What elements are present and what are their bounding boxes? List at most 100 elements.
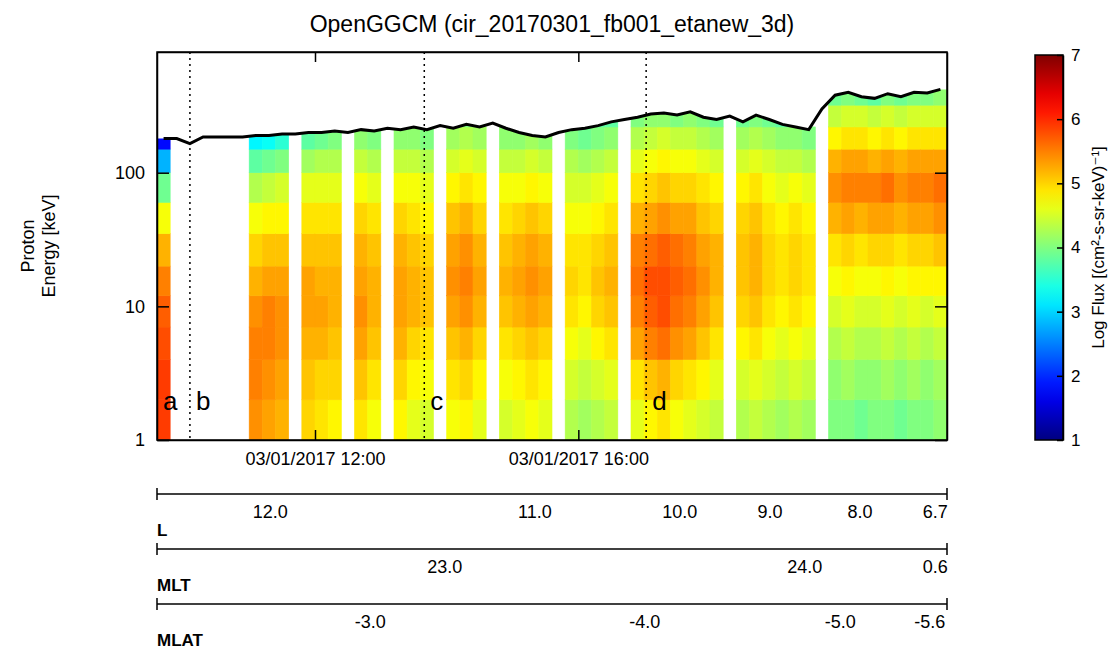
aux-axis-label: 24.0 [787,557,822,577]
cell [249,327,262,359]
cell [868,296,881,327]
cell [881,173,894,203]
cell [881,360,894,400]
cell [407,400,420,440]
cell [460,400,473,440]
cell [855,202,868,233]
aux-axis-end [156,543,158,555]
cell [355,149,368,173]
cell [578,149,591,173]
colorbar-tick: 4 [1057,238,1080,257]
cell [763,149,776,173]
colorbar-tick: 7 [1057,46,1080,65]
cell [736,296,749,327]
cell [513,296,526,327]
colorbar-tick: 1 [1057,431,1080,450]
cell [789,296,802,327]
cell [605,149,618,173]
cell [249,296,262,327]
cell [394,149,407,173]
cell [460,327,473,359]
cell [921,149,934,173]
cell [526,327,539,359]
cell [842,266,855,296]
cell [513,266,526,296]
cell [315,173,328,203]
cell [684,400,697,440]
cell [605,400,618,440]
cell [578,400,591,440]
aux-axis-label: 0.6 [923,557,948,577]
cell [736,360,749,400]
cell [684,234,697,266]
cell [578,296,591,327]
cell [750,400,763,440]
y-tick-label: 10 [125,297,145,317]
cell [276,127,289,149]
cell [789,327,802,359]
cell [776,202,789,233]
cell [776,266,789,296]
cell [526,127,539,149]
cell [368,360,381,400]
cell [355,400,368,440]
cell [539,173,552,203]
aux-axis-label: 12.0 [253,502,288,522]
cell [921,202,934,233]
cell [328,173,341,203]
cell [697,149,710,173]
aux-axis-line [157,548,947,550]
cell [605,234,618,266]
marker-line [424,52,426,440]
cell [473,266,486,296]
cell [249,173,262,203]
cell [592,202,605,233]
cell [315,400,328,440]
cell [750,149,763,173]
cell [657,234,670,266]
cell [750,234,763,266]
cell [671,327,684,359]
cell [868,149,881,173]
cell [855,127,868,149]
cell [420,296,433,327]
cell [157,234,170,266]
colorbar-tick: 5 [1057,174,1080,193]
cell [657,149,670,173]
colorbar-tick-mark [1057,247,1063,249]
cell [592,400,605,440]
cell [671,360,684,400]
cell [328,149,341,173]
x-axis-top [158,52,948,62]
cell [789,127,802,149]
x-axis-top-line [158,52,948,54]
cell [513,202,526,233]
cell [262,127,275,149]
colorbar-tick-mark [1057,311,1063,313]
cell [302,127,315,149]
cell [763,327,776,359]
x-tick-label: 03/01/2017 16:00 [509,449,649,469]
cell [855,234,868,266]
cell [355,266,368,296]
cell [539,266,552,296]
cell [315,234,328,266]
cell [539,149,552,173]
cell [657,173,670,203]
cell [447,234,460,266]
cell [276,296,289,327]
cell [565,149,578,173]
x-tick: 03/01/2017 12:00 [245,430,385,469]
colorbar-tick-mark [1057,55,1063,57]
cell [539,296,552,327]
cell [473,202,486,233]
cell [776,400,789,440]
cell [592,266,605,296]
cell [539,360,552,400]
cell [934,202,947,233]
cell [473,400,486,440]
cell [710,360,723,400]
x-axis-line [158,440,948,442]
cell [328,266,341,296]
y-axis-right-line [947,53,949,441]
